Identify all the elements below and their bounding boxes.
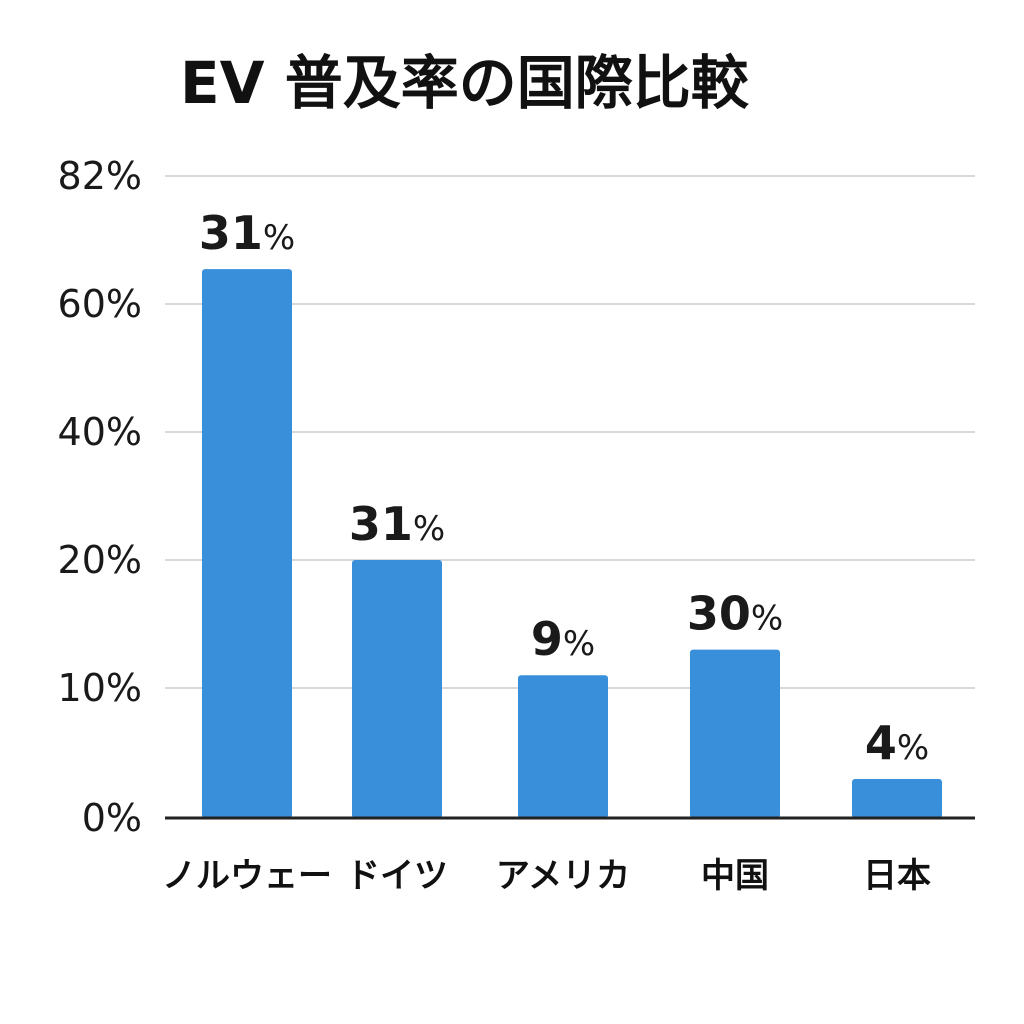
category-label: ノルウェー [162,856,332,896]
bar-value-unit: % [751,599,783,639]
bars [202,269,942,818]
bar [352,560,442,818]
y-axis-ticks: 0% 10% 20% 40% 60% 82% [58,154,142,840]
gridlines [165,175,975,689]
bar-value-unit: % [263,218,295,258]
bar [518,675,608,818]
chart-title: EV 普及率の国際比較 [180,49,750,117]
y-tick-label: 10% [58,666,142,710]
bar [852,779,942,818]
category-labels: ノルウェー ドイツ アメリカ 中国 日本 [162,856,931,896]
bar-value-label: 4% [865,716,929,770]
bar-value-number: 4 [865,716,897,770]
bar-value-label: 30% [687,587,783,641]
bar-value-unit: % [897,728,929,768]
y-tick-label: 20% [58,538,142,582]
category-label: ドイツ [346,856,448,896]
bar [202,269,292,818]
y-tick-label: 82% [58,154,142,198]
bar-value-number: 30 [687,587,751,641]
bar-value-label: 31% [349,497,445,551]
bar-value-number: 9 [531,612,563,666]
bar-value-number: 31 [349,497,413,551]
bar-value-number: 31 [199,206,263,260]
category-label: 中国 [701,856,769,896]
value-labels: 31%31%9%30%4% [199,206,929,770]
bar [690,649,780,818]
y-tick-label: 0% [82,796,142,840]
category-label: アメリカ [496,856,630,896]
y-tick-label: 40% [58,410,142,454]
bar-value-unit: % [563,624,595,664]
y-tick-label: 60% [58,282,142,326]
bar-value-unit: % [413,509,445,549]
bar-value-label: 9% [531,612,595,666]
bar-value-label: 31% [199,206,295,260]
category-label: 日本 [863,856,931,896]
